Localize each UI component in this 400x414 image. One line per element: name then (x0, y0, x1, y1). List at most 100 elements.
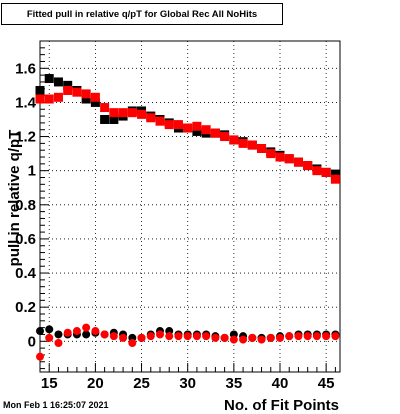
data-point (100, 330, 109, 339)
data-point (183, 332, 192, 341)
axis-ticks (39, 40, 336, 372)
x-tick-label: 45 (318, 375, 335, 392)
data-point (266, 149, 276, 159)
x-tick-label: 15 (41, 375, 58, 392)
y-axis-title: pull in relative q/pT (6, 130, 23, 267)
data-point (109, 332, 118, 341)
data-point (44, 94, 54, 104)
data-point (82, 323, 91, 332)
data-point (192, 121, 202, 131)
data-point (128, 338, 137, 347)
data-point (82, 330, 91, 339)
data-point (257, 143, 267, 153)
data-point (119, 333, 128, 342)
data-point (137, 109, 147, 119)
x-tick-label: 30 (179, 375, 196, 392)
data-point (35, 85, 45, 95)
y-tick-label: 1 (28, 163, 36, 180)
data-point (183, 123, 193, 133)
data-point (156, 330, 164, 339)
data-point (109, 108, 119, 118)
data-point (285, 332, 294, 341)
data-point (174, 332, 183, 341)
y-tick-label: 0.6 (15, 231, 36, 248)
data-point (312, 166, 322, 176)
data-point (210, 128, 220, 138)
data-point (63, 85, 73, 95)
data-point (53, 77, 63, 87)
data-point (321, 167, 331, 177)
data-point (211, 333, 220, 342)
data-point (220, 333, 229, 342)
data-marks (35, 74, 340, 361)
data-point (303, 161, 313, 171)
data-point (81, 89, 91, 99)
data-point (303, 332, 312, 341)
data-point (53, 92, 63, 102)
data-point (91, 327, 100, 336)
x-tick-label: 35 (226, 375, 243, 392)
data-point (312, 332, 321, 341)
data-point (146, 332, 155, 341)
data-point (100, 103, 110, 113)
data-point (72, 87, 82, 97)
data-point (330, 174, 340, 184)
data-point (229, 135, 239, 145)
data-point (257, 335, 266, 344)
data-point (81, 94, 91, 104)
data-point (36, 352, 44, 361)
data-point (155, 116, 165, 126)
data-point (36, 327, 44, 336)
y-tick-label: 0.4 (15, 265, 37, 282)
data-point (72, 327, 81, 336)
data-point (63, 80, 73, 90)
data-point (109, 114, 119, 124)
data-point (201, 125, 211, 135)
y-tick-label: 1.4 (15, 94, 37, 111)
data-point (127, 108, 137, 118)
data-point (248, 333, 257, 342)
data-point (45, 325, 54, 334)
x-tick-label: 40 (272, 375, 289, 392)
data-point (220, 132, 230, 142)
data-point (238, 138, 248, 148)
data-point (322, 332, 331, 341)
data-point (192, 332, 201, 341)
data-point (229, 335, 238, 344)
timestamp: Mon Feb 1 16:25:07 2021 (3, 400, 109, 410)
data-point (276, 333, 284, 342)
data-point (118, 108, 128, 118)
data-point (100, 114, 110, 124)
data-point (192, 126, 202, 136)
y-tick-label: 1.2 (15, 129, 36, 146)
data-point (239, 335, 248, 344)
data-point (331, 332, 340, 341)
data-point (90, 92, 100, 102)
y-tick-label: 0.8 (15, 197, 36, 214)
data-point (266, 333, 275, 342)
data-point (173, 120, 183, 130)
data-point (293, 157, 303, 167)
data-point (45, 333, 54, 342)
data-point (137, 333, 146, 342)
data-point (63, 328, 72, 337)
data-point (165, 332, 174, 341)
x-tick-label: 25 (133, 375, 150, 392)
data-point (54, 338, 63, 347)
data-point (294, 332, 303, 341)
data-point (275, 152, 285, 162)
y-tick-label: 0.2 (15, 299, 36, 316)
data-point (54, 330, 63, 339)
data-point (164, 120, 174, 130)
data-point (284, 154, 294, 164)
data-point (202, 332, 211, 341)
x-axis-title: No. of Fit Points (224, 397, 339, 414)
data-point (247, 140, 257, 150)
data-point (90, 97, 100, 107)
tick-labels: 15 20 25 30 35 40 45 0 0.2 0.4 0.6 0.8 1 1.2 1.4 1.6 (15, 60, 334, 392)
data-point (35, 94, 45, 104)
data-point (44, 74, 54, 84)
y-tick-label: 1.6 (15, 60, 36, 77)
x-tick-label: 20 (87, 375, 104, 392)
